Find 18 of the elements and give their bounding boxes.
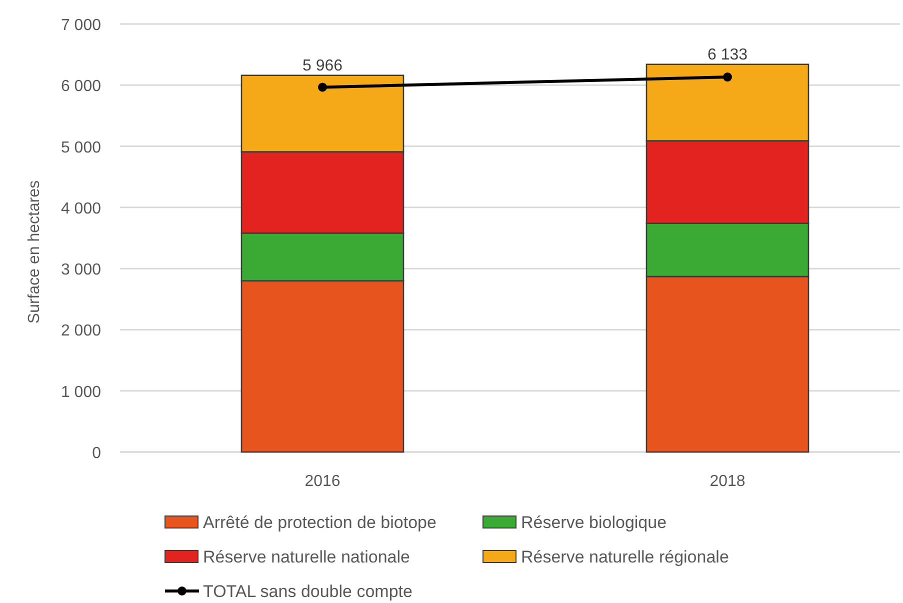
y-tick-label: 2 000 xyxy=(60,322,102,340)
x-tick-label: 2018 xyxy=(710,473,746,490)
legend-label: Réserve naturelle régionale xyxy=(521,548,729,566)
data-label: 6 133 xyxy=(707,46,748,64)
y-tick-label: 1 000 xyxy=(60,384,102,401)
y-tick-label: 0 xyxy=(92,445,102,462)
y-tick-label: 5 000 xyxy=(60,139,102,156)
y-tick-label: 4 000 xyxy=(60,200,102,218)
data-label: 5 966 xyxy=(302,57,343,74)
y-axis-title: Surface en hectares xyxy=(26,180,43,324)
y-tick-label: 7 000 xyxy=(60,17,102,34)
legend-label: Réserve naturelle nationale xyxy=(203,548,410,566)
legend-label: Arrêté de protection de biotope xyxy=(203,513,436,532)
legend-label: TOTAL sans double compte xyxy=(203,582,412,601)
y-tick-label: 3 000 xyxy=(60,262,102,279)
x-tick-label: 2016 xyxy=(304,473,340,490)
y-tick-label: 6 000 xyxy=(60,78,102,96)
legend-label: Réserve biologique xyxy=(521,513,667,532)
